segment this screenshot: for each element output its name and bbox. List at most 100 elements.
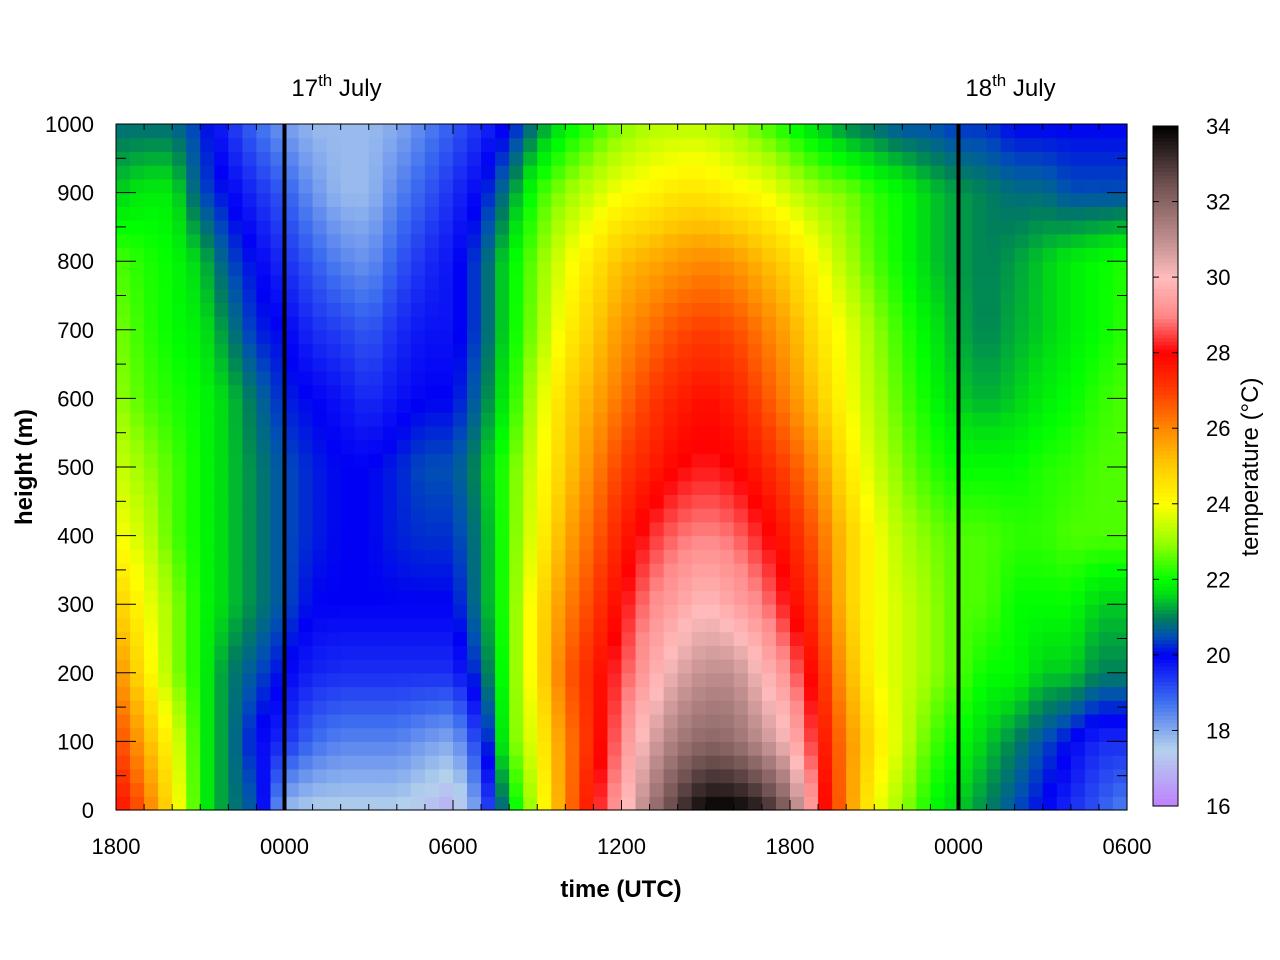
heatmap-cell [1028, 645, 1044, 660]
heatmap-cell [719, 713, 735, 729]
heatmap-cell [509, 590, 524, 605]
heatmap-cell [200, 357, 215, 372]
heatmap-cell [733, 467, 749, 482]
heatmap-cell [1070, 563, 1086, 578]
heatmap-cell [284, 631, 300, 646]
heatmap-cell [509, 659, 524, 674]
colorbar-segment [1153, 382, 1178, 388]
colorbar-segment [1153, 296, 1178, 301]
heatmap-cell [495, 329, 510, 345]
heatmap-cell [495, 274, 510, 290]
heatmap-cell [1042, 755, 1058, 770]
heatmap-cell [438, 713, 454, 729]
heatmap-cell [551, 261, 566, 276]
heatmap-cell [509, 316, 524, 331]
heatmap-cell [130, 412, 145, 427]
heatmap-cell [1084, 220, 1100, 235]
heatmap-cell [790, 494, 805, 509]
heatmap-cell [1056, 137, 1072, 153]
heatmap-cell [467, 796, 482, 811]
heatmap-cell [467, 178, 482, 194]
heatmap-cell [396, 521, 412, 537]
heatmap-cell [354, 563, 370, 578]
heatmap-cell [775, 247, 791, 262]
heatmap-cell [649, 370, 665, 386]
heatmap-cell [733, 768, 749, 784]
heatmap-cell [930, 741, 946, 756]
colorbar-segment [1153, 738, 1178, 743]
heatmap-cell [130, 302, 145, 317]
heatmap-cell [958, 274, 974, 290]
heatmap-cell [1070, 425, 1086, 441]
heatmap-cell [916, 192, 932, 207]
heatmap-cell [537, 124, 552, 139]
heatmap-cell [551, 425, 566, 441]
heatmap-cell [1028, 782, 1044, 797]
heatmap-cell [453, 768, 468, 784]
colorbar-segment [1153, 250, 1178, 256]
heatmap-cell [1098, 247, 1114, 262]
heatmap-cell [214, 467, 229, 482]
heatmap-cell [172, 151, 187, 166]
heatmap-cell [1000, 563, 1016, 578]
heatmap-cell [944, 165, 960, 180]
heatmap-cell [1014, 467, 1030, 482]
heatmap-cell [144, 782, 159, 797]
heatmap-cell [1084, 576, 1100, 592]
heatmap-cell [424, 741, 440, 756]
heatmap-cell [382, 768, 398, 784]
heatmap-cell [1084, 645, 1100, 660]
heatmap-cell [649, 549, 665, 564]
heatmap-cell [410, 178, 426, 194]
heatmap-cell [382, 796, 398, 811]
heatmap-cell [284, 741, 300, 756]
heatmap-cell [1000, 206, 1016, 221]
heatmap-cell [1070, 192, 1086, 207]
heatmap-cell [1070, 302, 1086, 317]
heatmap-cell [270, 796, 286, 811]
heatmap-cell [747, 316, 763, 331]
heatmap-cell [832, 357, 847, 372]
heatmap-cell [804, 563, 819, 578]
heatmap-cell [747, 782, 763, 797]
heatmap-cell [775, 384, 791, 399]
heatmap-cell [1014, 727, 1030, 742]
heatmap-cell [593, 137, 609, 153]
heatmap-cell [396, 576, 412, 592]
heatmap-cell [284, 206, 300, 221]
heatmap-cell [256, 439, 272, 454]
heatmap-cell [509, 700, 524, 715]
heatmap-cell [860, 727, 875, 742]
heatmap-cell [382, 713, 398, 729]
heatmap-cell [832, 549, 847, 564]
heatmap-cell [677, 494, 693, 509]
heatmap-cell [635, 274, 651, 290]
heatmap-cell [438, 398, 454, 413]
heatmap-cell [382, 288, 398, 303]
heatmap-cell [649, 288, 665, 303]
heatmap-cell [874, 233, 889, 249]
heatmap-cell [214, 727, 229, 742]
heatmap-cell [874, 713, 889, 729]
heatmap-cell [467, 425, 482, 441]
heatmap-cell [733, 357, 749, 372]
heatmap-cell [860, 631, 875, 646]
heatmap-cell [382, 124, 398, 139]
heatmap-cell [186, 590, 201, 605]
heatmap-cell [200, 645, 215, 660]
heatmap-cell [635, 563, 651, 578]
heatmap-cell [382, 521, 398, 537]
heatmap-cell [986, 645, 1002, 660]
heatmap-cell [663, 563, 679, 578]
colorbar-segment [1153, 469, 1178, 475]
heatmap-cell [663, 713, 679, 729]
heatmap-cell [804, 686, 819, 701]
heatmap-cell [116, 316, 131, 331]
heatmap-cell [424, 357, 440, 372]
heatmap-cell [551, 576, 566, 592]
heatmap-cell [607, 631, 623, 646]
heatmap-cell [144, 137, 159, 153]
heatmap-cell [144, 521, 159, 537]
heatmap-cell [846, 439, 861, 454]
heatmap-cell [1056, 329, 1072, 345]
